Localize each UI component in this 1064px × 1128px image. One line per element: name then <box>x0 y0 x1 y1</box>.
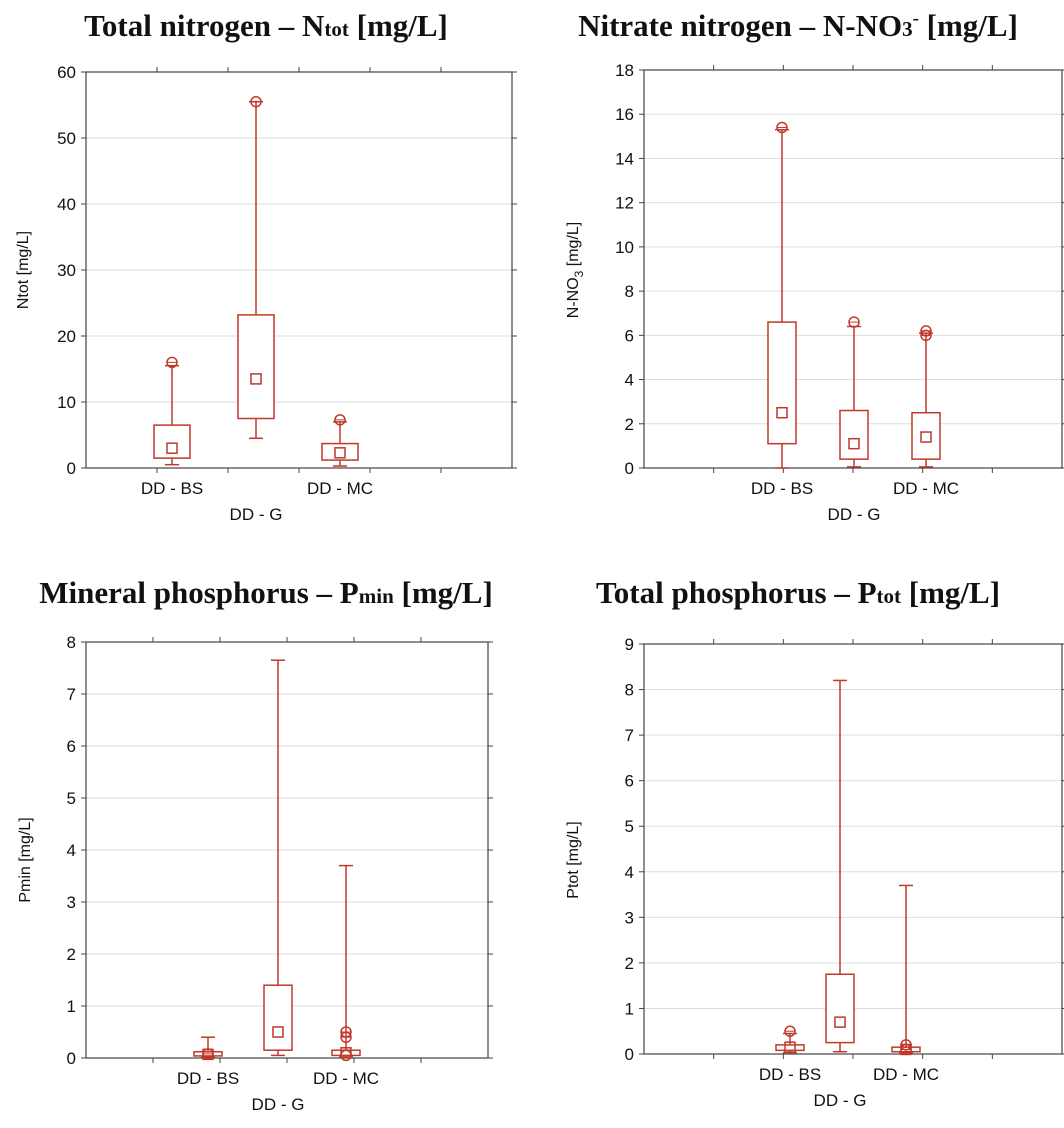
median-marker <box>920 431 932 443</box>
median-marker <box>166 442 178 454</box>
category-label: DD - G <box>252 1095 305 1114</box>
y-tick-label: 40 <box>57 195 76 214</box>
y-tick-label: 9 <box>625 635 634 654</box>
iqr-box <box>767 321 797 445</box>
category-label: DD - G <box>828 505 881 524</box>
y-tick-label: 1 <box>625 999 634 1018</box>
y-axis-label: Pmin [mg/L] <box>17 817 34 902</box>
median-marker <box>272 1026 284 1038</box>
y-tick-label: 8 <box>625 282 634 301</box>
y-tick-label: 10 <box>57 393 76 412</box>
y-tick-label: 2 <box>625 415 634 434</box>
y-axis-label: Ptot [mg/L] <box>565 821 582 898</box>
chart-panel-mineral-phosphorus: Mineral phosphorus – Pmin [mg/L] 0 1 2 3 4 5 6… <box>0 570 532 1128</box>
y-tick-label: 0 <box>67 1049 76 1068</box>
y-tick-label: 50 <box>57 129 76 148</box>
iqr-box <box>839 409 869 460</box>
y-axis-label: N-NO3 [mg/L] <box>565 222 586 318</box>
y-tick-label: 4 <box>625 371 634 390</box>
median-marker <box>784 1041 796 1053</box>
y-tick-label: 12 <box>615 194 634 213</box>
y-tick-label: 3 <box>625 908 634 927</box>
category-label: DD - BS <box>751 479 813 498</box>
y-tick-label: 16 <box>615 105 634 124</box>
iqr-box <box>775 1044 805 1052</box>
y-tick-label: 4 <box>67 841 76 860</box>
y-tick-label: 7 <box>625 726 634 745</box>
y-tick-label: 4 <box>625 863 634 882</box>
category-label: DD - MC <box>313 1069 379 1088</box>
category-label: DD - G <box>814 1091 867 1110</box>
iqr-box <box>911 411 941 460</box>
y-tick-label: 6 <box>67 737 76 756</box>
chart-title: Total nitrogen – Ntot [mg/L] <box>84 8 448 43</box>
y-tick-label: 0 <box>625 1045 634 1064</box>
iqr-box <box>825 973 855 1044</box>
chart-title: Total phosphorus – Ptot [mg/L] <box>595 575 1001 610</box>
y-tick-label: 7 <box>67 685 76 704</box>
y-tick-label: 20 <box>57 327 76 346</box>
y-tick-label: 18 <box>615 61 634 80</box>
median-marker <box>776 406 788 419</box>
category-label: DD - MC <box>307 479 373 498</box>
y-tick-label: 6 <box>625 772 634 791</box>
y-tick-label: 30 <box>57 261 76 280</box>
y-tick-label: 8 <box>67 633 76 652</box>
chart-title: Mineral phosphorus – Pmin [mg/L] <box>39 575 493 610</box>
y-tick-label: 5 <box>67 789 76 808</box>
y-tick-label: 2 <box>625 954 634 973</box>
chart-title: Nitrate nitrogen – N-NO3- [mg/L] <box>578 8 1018 43</box>
category-label: DD - BS <box>759 1065 821 1084</box>
iqr-box <box>263 984 293 1051</box>
median-marker <box>334 447 346 459</box>
median-marker <box>834 1016 846 1028</box>
box-plot: 0 10 20 30 40 50 60 Ntot [mg/L] DD - BS DD - G DD … <box>15 63 517 524</box>
y-tick-label: 8 <box>625 681 634 700</box>
y-tick-label: 3 <box>67 893 76 912</box>
category-label: DD - BS <box>177 1069 239 1088</box>
iqr-box <box>321 442 359 461</box>
y-axis-label: Ntot [mg/L] <box>15 231 32 309</box>
category-label: DD - G <box>230 505 283 524</box>
category-label: DD - BS <box>141 479 203 498</box>
chart-panel-nitrate-nitrogen: Nitrate nitrogen – N-NO3- [mg/L] 0 2 4 6 8 10… <box>532 0 1064 560</box>
chart-panel-total-phosphorus: Total phosphorus – Ptot [mg/L] 0 1 2 3 4 5 6 7 8… <box>532 570 1064 1128</box>
y-tick-label: 60 <box>57 63 76 82</box>
median-marker <box>250 373 262 385</box>
y-tick-label: 0 <box>625 459 634 478</box>
box-plot: 0 1 2 3 4 5 6 7 8 9 Ptot [mg/L] DD - BS DD - G DD - M… <box>565 635 1064 1110</box>
category-label: DD - MC <box>893 479 959 498</box>
chart-panel-total-nitrogen: Total nitrogen – Ntot [mg/L] 0 10 20 30 40 50… <box>0 0 532 560</box>
y-tick-label: 10 <box>615 238 634 257</box>
y-tick-label: 2 <box>67 945 76 964</box>
y-tick-label: 5 <box>625 817 634 836</box>
box-plot: 0 1 2 3 4 5 6 7 8 Pmin [mg/L] DD - BS DD - G DD - MC <box>17 633 493 1114</box>
y-tick-label: 0 <box>67 459 76 478</box>
y-tick-label: 14 <box>615 149 634 168</box>
y-tick-label: 6 <box>625 326 634 345</box>
plot-frame <box>643 69 1063 469</box>
category-label: DD - MC <box>873 1065 939 1084</box>
box-plot: 0 2 4 6 8 10 12 14 16 18 N-NO3 [mg/L] DD - BS DD - G… <box>565 61 1064 524</box>
median-marker <box>848 437 860 450</box>
y-tick-label: 1 <box>67 997 76 1016</box>
iqr-box <box>237 314 275 420</box>
